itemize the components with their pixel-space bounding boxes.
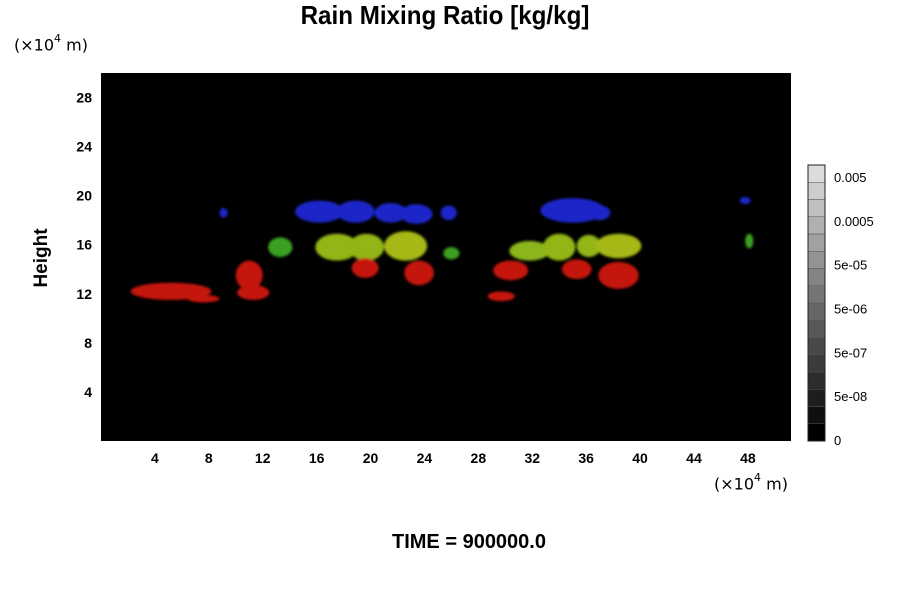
green-rain-region <box>268 237 293 257</box>
y-tick-label: 20 <box>76 188 92 204</box>
colorbar-label: 5e-08 <box>834 389 867 404</box>
red-rain-region <box>493 260 529 281</box>
colorbar-step <box>807 164 826 183</box>
colorbar-step <box>807 233 826 252</box>
red-rain-region <box>404 260 434 286</box>
yellow-green-rain-region <box>595 233 642 259</box>
colorbar-label: 5e-07 <box>834 345 867 360</box>
colorbar-step <box>807 302 826 321</box>
blue-rain-region <box>374 203 407 223</box>
red-rain-region <box>598 261 639 289</box>
red-rain-region <box>130 282 212 300</box>
colorbar-label: 5e-05 <box>834 258 867 273</box>
colorbar-frame <box>807 164 826 442</box>
yellow-green-rain-region <box>348 233 385 261</box>
x-tick-label: 44 <box>686 450 702 466</box>
colorbar-step <box>807 406 826 424</box>
colorbar-step <box>807 354 826 373</box>
yellow-green-rain-region <box>543 233 576 261</box>
colorbar-step <box>807 320 826 338</box>
y-tick-label: 28 <box>76 90 92 106</box>
x-axis-unit: (×104 m) <box>714 471 788 494</box>
chart-title: Rain Mixing Ratio [kg/kg] <box>300 0 590 30</box>
colorbar-step <box>807 251 826 269</box>
blue-rain-region <box>336 200 375 223</box>
blue-rain-region <box>400 204 433 224</box>
y-tick-label: 4 <box>84 384 92 400</box>
yellow-green-rain-region <box>509 241 550 261</box>
blue-rain-region <box>540 198 606 223</box>
colorbar-step <box>807 285 826 304</box>
red-rain-region <box>237 285 270 300</box>
x-tick-label: 16 <box>309 450 325 466</box>
x-tick-label: 28 <box>471 450 487 466</box>
blue-rain-region <box>219 207 228 218</box>
colorbar-step <box>807 337 826 355</box>
colorbar <box>807 164 826 442</box>
colorbar-step <box>807 199 826 217</box>
colorbar-step <box>807 182 826 200</box>
x-tick-label: 36 <box>578 450 594 466</box>
x-tick-label: 8 <box>205 450 213 466</box>
red-rain-region <box>351 258 379 278</box>
x-tick-label: 12 <box>255 450 271 466</box>
colorbar-step <box>807 371 826 390</box>
x-tick-label: 4 <box>151 450 159 466</box>
yellow-green-rain-region <box>576 234 601 257</box>
red-rain-region <box>187 295 220 303</box>
colorbar-label: 5e-06 <box>834 302 867 317</box>
colorbar-step <box>807 423 826 442</box>
blue-rain-region <box>440 205 457 221</box>
colorbar-label: 0.0005 <box>834 214 874 229</box>
time-annotation: TIME = 900000.0 <box>392 531 546 553</box>
y-axis-unit: (×104 m) <box>14 32 88 55</box>
blue-rain-region <box>588 205 611 221</box>
x-tick-label: 32 <box>524 450 540 466</box>
red-rain-region <box>235 260 263 291</box>
y-tick-label: 16 <box>76 237 92 253</box>
blue-rain-region <box>739 196 751 205</box>
x-tick-label: 20 <box>363 450 379 466</box>
colorbar-step <box>807 216 826 235</box>
x-tick-label: 24 <box>417 450 433 466</box>
red-rain-region <box>487 291 515 302</box>
colorbar-step <box>807 268 826 286</box>
blue-rain-region <box>295 200 344 223</box>
yellow-green-rain-region <box>315 233 359 261</box>
colorbar-label: 0.005 <box>834 170 867 185</box>
green-rain-region <box>745 233 754 249</box>
colorbar-step <box>807 389 826 407</box>
x-tick-label: 40 <box>632 450 648 466</box>
y-tick-label: 24 <box>76 139 92 155</box>
red-rain-region <box>561 259 592 280</box>
colorbar-label: 0 <box>834 433 841 448</box>
y-tick-label: 8 <box>84 335 92 351</box>
y-tick-label: 12 <box>76 286 92 302</box>
yellow-green-rain-region <box>384 231 428 261</box>
green-rain-region <box>443 247 460 260</box>
x-tick-label: 48 <box>740 450 756 466</box>
